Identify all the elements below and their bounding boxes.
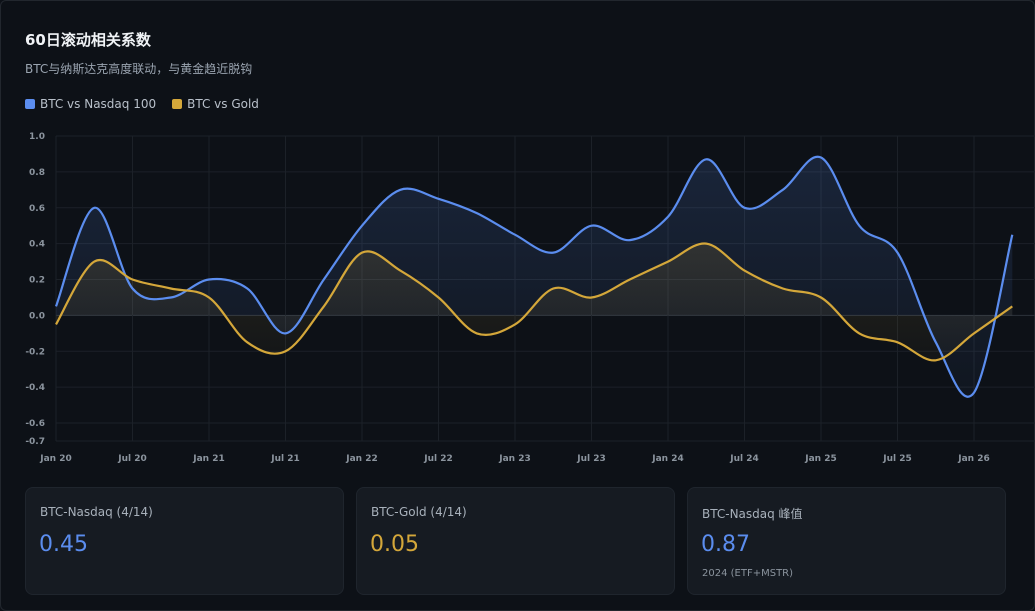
x-tick-label: Jul 25 (882, 454, 912, 464)
x-tick-label: Jul 23 (576, 454, 606, 464)
x-tick-label: Jan 23 (498, 454, 531, 464)
x-tick-label: Jan 25 (804, 454, 837, 464)
stat-card-label: BTC-Nasdaq (4/14) (40, 505, 153, 519)
legend-swatch-gold (172, 99, 183, 109)
x-tick-label: Jul 20 (117, 454, 147, 464)
legend-item-nasdaq[interactable]: BTC vs Nasdaq 100 (25, 97, 156, 111)
legend: BTC vs Nasdaq 100 BTC vs Gold (25, 97, 259, 111)
legend-label-gold: BTC vs Gold (187, 97, 259, 111)
x-tick-label: Jan 26 (957, 454, 990, 464)
y-tick-label: -0.6 (25, 419, 45, 429)
stat-card-label: BTC-Gold (4/14) (371, 505, 467, 519)
y-tick-label: 1.0 (29, 132, 45, 142)
stat-card-btc-nasdaq-peak: BTC-Nasdaq 峰值 0.87 2024 (ETF+MSTR) (687, 487, 1006, 595)
y-tick-label: -0.7 (25, 437, 45, 447)
y-tick-label: 0.0 (29, 311, 45, 321)
series-gold-line (55, 242, 1013, 362)
stat-card-value: 0.87 (701, 532, 750, 557)
y-tick-label: 0.4 (29, 240, 45, 250)
stat-cards: BTC-Nasdaq (4/14) 0.45 BTC-Gold (4/14) 0… (25, 487, 1006, 595)
stat-card-value: 0.05 (370, 532, 419, 557)
x-tick-label: Jan 24 (651, 454, 684, 464)
series-nasdaq-line (54, 155, 1014, 398)
correlation-chart: 1.0 0.8 0.6 0.4 0.2 0.0 -0.2 -0.4 -0.6 -0.7 Jan 20… (25, 132, 1035, 464)
series-nasdaq-area (56, 156, 1013, 397)
x-tick-label: Jul 21 (270, 454, 300, 464)
x-tick-label: Jul 24 (729, 454, 759, 464)
x-tick-label: Jan 21 (192, 454, 225, 464)
stat-card-btc-nasdaq: BTC-Nasdaq (4/14) 0.45 (25, 487, 344, 595)
y-tick-label: -0.4 (25, 383, 45, 393)
x-tick-label: Jan 22 (345, 454, 378, 464)
stat-card-label: BTC-Nasdaq 峰值 (702, 507, 803, 521)
series-gold-area (56, 243, 1013, 361)
y-tick-label: -0.2 (25, 347, 45, 357)
stat-card-value: 0.45 (39, 532, 88, 557)
chart-subtitle: BTC与纳斯达克高度联动，与黄金趋近脱钩 (25, 62, 253, 76)
stat-card-btc-gold: BTC-Gold (4/14) 0.05 (356, 487, 675, 595)
legend-label-nasdaq: BTC vs Nasdaq 100 (40, 97, 157, 111)
y-tick-label: 0.6 (29, 204, 45, 214)
stat-card-note: 2024 (ETF+MSTR) (702, 568, 794, 579)
chart-title: 60日滚动相关系数 (25, 31, 151, 49)
legend-swatch-nasdaq (25, 99, 35, 109)
y-tick-label: 0.8 (29, 168, 45, 178)
x-tick-label: Jul 22 (423, 454, 453, 464)
x-tick-label: Jan 20 (39, 454, 72, 464)
y-tick-label: 0.2 (29, 276, 45, 286)
legend-item-gold[interactable]: BTC vs Gold (172, 97, 259, 111)
